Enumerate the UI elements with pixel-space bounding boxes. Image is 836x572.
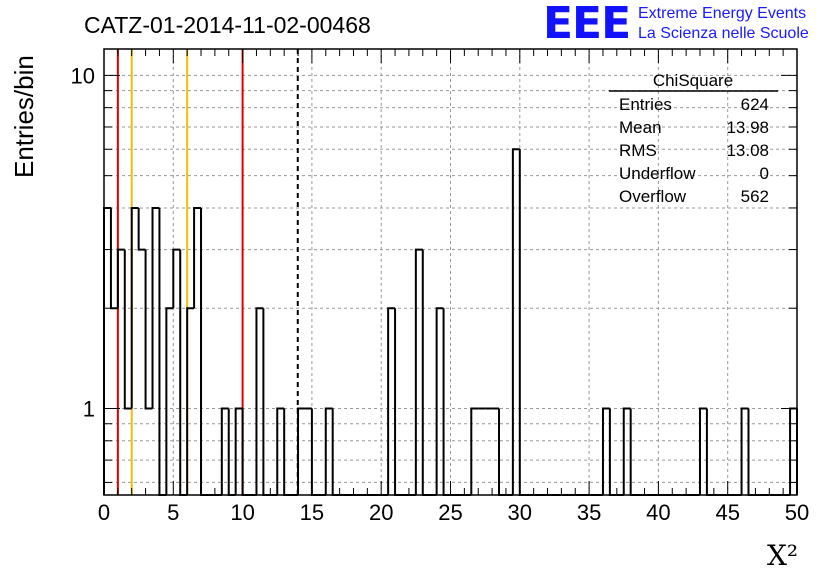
histogram-bin xyxy=(123,249,132,410)
histogram-bin xyxy=(698,407,707,495)
stats-value: 624 xyxy=(741,95,769,114)
histogram-bin xyxy=(186,307,195,495)
histogram-bin xyxy=(394,308,402,496)
grid-lines xyxy=(104,49,797,495)
histogram-bin xyxy=(470,407,479,495)
histogram-bin xyxy=(109,207,118,310)
histogram-bin xyxy=(130,206,139,409)
x-tick-label: 0 xyxy=(98,500,110,525)
histogram-bin xyxy=(740,407,749,495)
y-axis-label: Entries/bin xyxy=(9,55,39,178)
stats-value: 13.08 xyxy=(726,141,769,160)
histogram-bin xyxy=(324,407,333,495)
x-tick-label: 40 xyxy=(646,500,670,525)
x-axis-label: X² xyxy=(767,539,798,572)
stats-value: 562 xyxy=(741,187,769,206)
histogram-bin xyxy=(151,206,160,409)
histogram-bin xyxy=(262,308,271,496)
stats-label: RMS xyxy=(619,141,657,160)
axis-ticks: 0 5 10 15 20 25 30 35 40 45 50 1 10 xyxy=(71,49,809,525)
stats-box: ChiSquare Entries 624 Mean 13.98 RMS 13.08 Und… xyxy=(609,71,778,206)
stats-title: ChiSquare xyxy=(653,71,733,90)
histogram-bin xyxy=(421,249,430,496)
stats-label: Underflow xyxy=(619,164,696,183)
histogram-bin xyxy=(220,407,229,495)
stats-label: Mean xyxy=(619,118,662,137)
x-tick-label: 50 xyxy=(785,500,809,525)
histogram-bin xyxy=(103,206,111,495)
histogram-bin xyxy=(144,249,153,410)
x-tick-label: 15 xyxy=(300,500,324,525)
histogram-bin xyxy=(511,148,520,495)
stats-value: 0 xyxy=(760,164,769,183)
chart-title: CATZ-01-2014-11-02-00468 xyxy=(84,12,371,38)
stats-rows: Entries 624 Mean 13.98 RMS 13.08 Underflow 0 Ove… xyxy=(619,95,769,206)
histogram-bin xyxy=(165,307,174,495)
histogram-bin xyxy=(200,207,208,496)
logo-mark: EEE xyxy=(543,0,631,49)
histogram-bin xyxy=(158,207,167,496)
y-tick-label: 1 xyxy=(83,397,95,422)
histogram-bin xyxy=(414,248,423,495)
histogram-bin xyxy=(137,207,146,251)
x-tick-label: 35 xyxy=(577,500,601,525)
histogram-bin xyxy=(622,407,631,495)
histogram-bin xyxy=(255,307,264,495)
y-tick-label: 10 xyxy=(71,63,95,88)
histogram-bin xyxy=(234,407,243,495)
histogram-bin xyxy=(297,407,305,495)
stats-value: 13.98 xyxy=(726,118,769,137)
logo-tagline-1: Extreme Energy Events xyxy=(638,5,807,22)
x-tick-label: 10 xyxy=(230,500,254,525)
x-tick-label: 25 xyxy=(438,500,462,525)
x-tick-label: 20 xyxy=(369,500,393,525)
stats-label: Overflow xyxy=(619,187,687,206)
histogram-bin xyxy=(179,249,188,496)
histogram-bin xyxy=(442,308,451,496)
histogram-bin xyxy=(601,407,610,495)
x-tick-label: 30 xyxy=(508,500,532,525)
histogram-bin xyxy=(276,407,285,495)
histogram-bin xyxy=(116,248,125,309)
x-tick-label: 45 xyxy=(715,500,739,525)
histogram-bin xyxy=(387,307,396,495)
histogram-bin xyxy=(518,149,527,496)
stats-label: Entries xyxy=(619,95,672,114)
histogram-bin xyxy=(435,307,444,495)
histogram-bin xyxy=(172,248,181,309)
logo-tagline-2: La Scienza nelle Scuole xyxy=(638,25,809,42)
x-tick-label: 5 xyxy=(167,500,179,525)
histogram-bin xyxy=(193,206,202,309)
